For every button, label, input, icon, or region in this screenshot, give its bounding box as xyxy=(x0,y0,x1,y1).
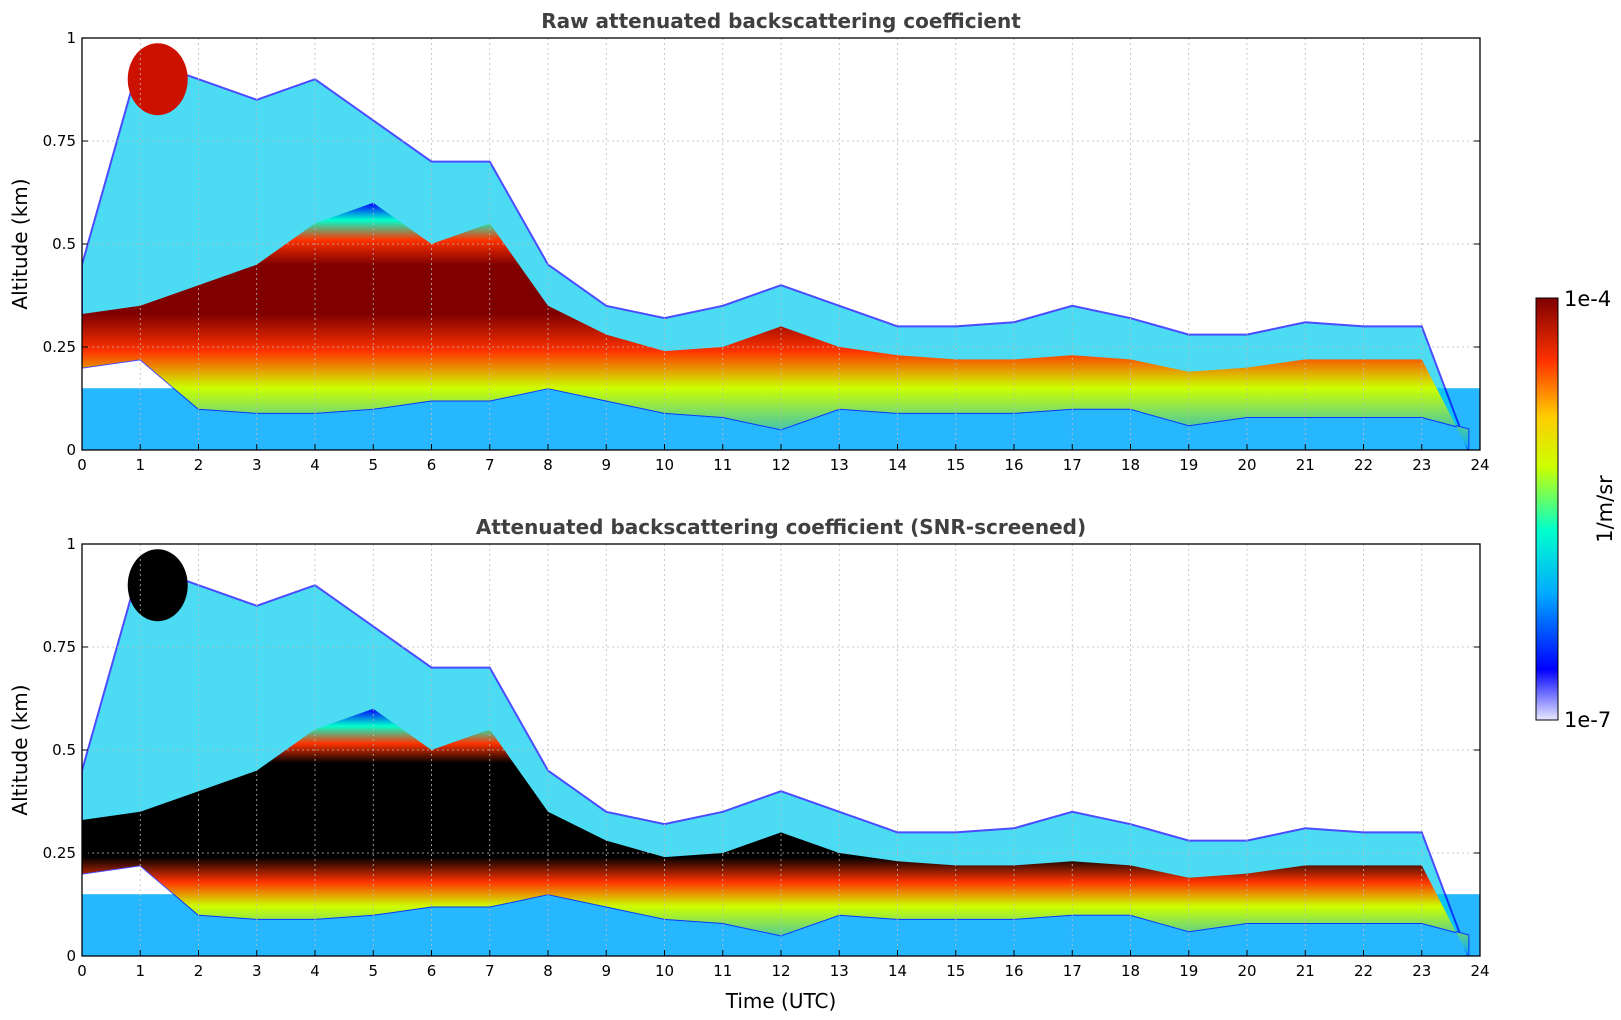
y-tick-label: 0 xyxy=(66,441,76,459)
x-tick-label: 10 xyxy=(655,456,674,474)
x-tick-label: 1 xyxy=(135,962,145,980)
x-tick-label: 13 xyxy=(830,456,849,474)
cloud-patch xyxy=(127,43,188,116)
y-tick-label: 0.5 xyxy=(52,741,76,759)
x-tick-label: 5 xyxy=(368,962,378,980)
x-tick-label: 20 xyxy=(1237,962,1256,980)
panel-raw-ylabel: Altitude (km) xyxy=(8,178,32,309)
x-tick-label: 24 xyxy=(1470,962,1489,980)
x-tick-label: 19 xyxy=(1179,456,1198,474)
x-tick-label: 11 xyxy=(713,456,732,474)
colorbar-min-label: 1e-7 xyxy=(1564,708,1611,732)
x-tick-label: 14 xyxy=(888,962,907,980)
x-tick-label: 12 xyxy=(771,962,790,980)
x-tick-label: 24 xyxy=(1470,456,1489,474)
panel-screened-xlabel: Time (UTC) xyxy=(725,989,837,1013)
boundary-layer xyxy=(82,202,1469,450)
x-tick-label: 16 xyxy=(1004,456,1023,474)
x-tick-label: 8 xyxy=(543,456,553,474)
panel-raw-x-ticks: 0 1 2 3 4 5 6 7 8 9 10 11 12 13 14 15 16 17 18 19 20 21 22 23 24 xyxy=(77,444,1490,474)
x-tick-label: 2 xyxy=(194,456,204,474)
x-tick-label: 18 xyxy=(1121,456,1140,474)
y-tick-label: 0.25 xyxy=(43,844,76,862)
panel-raw-grid xyxy=(81,37,1481,451)
x-tick-label: 17 xyxy=(1063,962,1082,980)
x-tick-label: 21 xyxy=(1296,456,1315,474)
x-tick-label: 15 xyxy=(946,962,965,980)
x-tick-label: 20 xyxy=(1237,456,1256,474)
x-tick-label: 5 xyxy=(368,456,378,474)
y-tick-label: 0.25 xyxy=(43,338,76,356)
x-tick-label: 3 xyxy=(252,962,262,980)
x-tick-label: 4 xyxy=(310,962,320,980)
x-tick-label: 22 xyxy=(1354,962,1373,980)
panel-screened-y-ticks: 0 0.25 0.5 0.75 1 xyxy=(43,535,1480,965)
y-tick-label: 1 xyxy=(66,29,76,47)
x-tick-label: 3 xyxy=(252,456,262,474)
colorbar-gradient xyxy=(1535,297,1559,721)
y-tick-label: 1 xyxy=(66,535,76,553)
x-tick-label: 19 xyxy=(1179,962,1198,980)
x-tick-label: 6 xyxy=(427,456,437,474)
y-tick-label: 0 xyxy=(66,947,76,965)
x-tick-label: 18 xyxy=(1121,962,1140,980)
colorbar: 1e-4 1e-7 1/m/sr xyxy=(1535,287,1617,732)
y-tick-label: 0.75 xyxy=(43,638,76,656)
x-tick-label: 23 xyxy=(1412,456,1431,474)
x-tick-label: 15 xyxy=(946,456,965,474)
x-tick-label: 16 xyxy=(1004,962,1023,980)
y-tick-label: 0.75 xyxy=(43,132,76,150)
x-tick-label: 1 xyxy=(135,456,145,474)
cloud-patch xyxy=(127,549,188,622)
colorbar-label: 1/m/sr xyxy=(1593,475,1617,543)
x-tick-label: 8 xyxy=(543,962,553,980)
x-tick-label: 21 xyxy=(1296,962,1315,980)
x-tick-label: 0 xyxy=(77,456,87,474)
panel-screened-ylabel: Altitude (km) xyxy=(8,684,32,815)
y-tick-label: 0.5 xyxy=(52,235,76,253)
x-tick-label: 12 xyxy=(771,456,790,474)
x-tick-label: 7 xyxy=(485,962,495,980)
x-tick-label: 9 xyxy=(601,456,611,474)
colorbar-max-label: 1e-4 xyxy=(1564,287,1611,311)
x-tick-label: 23 xyxy=(1412,962,1431,980)
panel-raw: Raw attenuated backscattering coefficien… xyxy=(8,9,1490,474)
panel-raw-title: Raw attenuated backscattering coefficien… xyxy=(541,9,1021,33)
x-tick-label: 0 xyxy=(77,962,87,980)
panel-screened-title: Attenuated backscattering coefficient (S… xyxy=(476,515,1086,539)
panel-screened: Attenuated backscattering coefficient (S… xyxy=(8,515,1490,1013)
x-tick-label: 14 xyxy=(888,456,907,474)
panel-raw-y-ticks: 0 0.25 0.5 0.75 1 xyxy=(43,29,1480,459)
x-tick-label: 6 xyxy=(427,962,437,980)
x-tick-label: 10 xyxy=(655,962,674,980)
x-tick-label: 2 xyxy=(194,962,204,980)
x-tick-label: 22 xyxy=(1354,456,1373,474)
x-tick-label: 13 xyxy=(830,962,849,980)
x-tick-label: 4 xyxy=(310,456,320,474)
x-tick-label: 11 xyxy=(713,962,732,980)
x-tick-label: 7 xyxy=(485,456,495,474)
panel-screened-x-ticks: 0 1 2 3 4 5 6 7 8 9 10 11 12 13 14 15 16 17 18 19 20 21 22 23 24 xyxy=(77,950,1490,980)
boundary-layer xyxy=(82,708,1469,956)
x-tick-label: 17 xyxy=(1063,456,1082,474)
x-tick-label: 9 xyxy=(601,962,611,980)
